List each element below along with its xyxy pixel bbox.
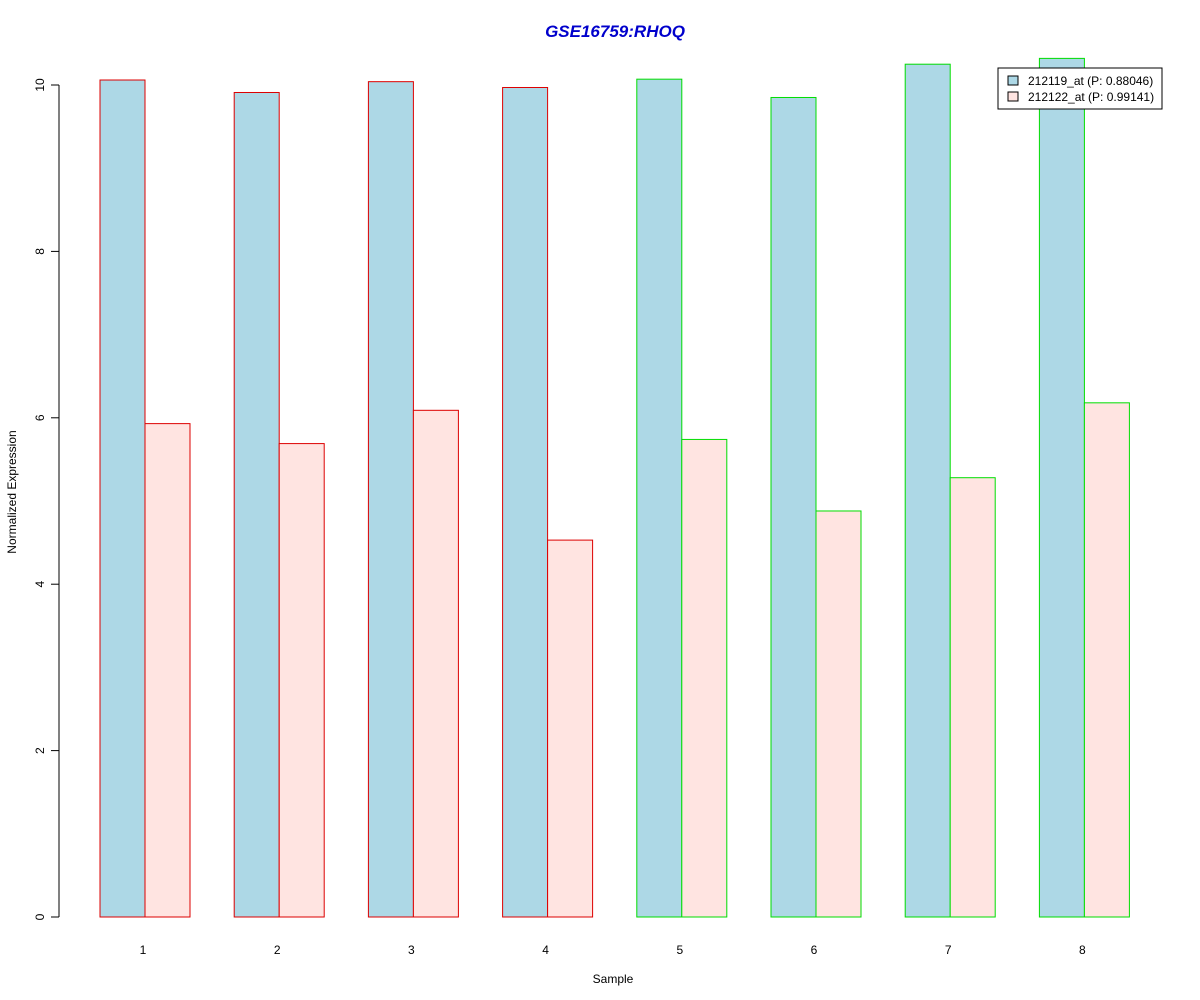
x-tick-label-5: 5 xyxy=(676,943,683,957)
bar-s1-sample-6 xyxy=(770,96,817,918)
x-tick-labels: 1 2 3 4 5 6 7 8 xyxy=(140,943,1086,957)
y-axis: 0 2 4 6 8 10 xyxy=(33,78,60,920)
y-tick-label-8: 8 xyxy=(33,248,47,255)
legend-swatch-2 xyxy=(1007,91,1019,102)
x-tick-label-6: 6 xyxy=(811,943,818,957)
x-tick-label-8: 8 xyxy=(1079,943,1086,957)
x-axis-label: Sample xyxy=(593,972,634,986)
legend-swatch-1 xyxy=(1007,75,1019,86)
bar-s2-sample-5 xyxy=(681,438,728,918)
chart-title: GSE16759:RHOQ xyxy=(545,22,685,41)
bars-group xyxy=(99,57,1130,918)
legend-label-2: 212122_at (P: 0.99141) xyxy=(1028,90,1154,104)
legend-box xyxy=(997,67,1163,110)
x-tick-label-1: 1 xyxy=(140,943,147,957)
y-tick-label-0: 0 xyxy=(33,913,47,920)
legend: 212119_at (P: 0.88046) 212122_at (P: 0.99… xyxy=(997,67,1163,110)
legend-label-1: 212119_at (P: 0.88046) xyxy=(1028,74,1153,88)
bar-s2-sample-7 xyxy=(949,477,996,918)
bar-s1-sample-8 xyxy=(1038,57,1085,918)
x-tick-label-3: 3 xyxy=(408,943,415,957)
bar-s1-sample-2 xyxy=(233,91,280,918)
bar-s1-sample-4 xyxy=(502,86,549,918)
bar-s2-sample-6 xyxy=(815,510,862,918)
bar-s1-sample-7 xyxy=(904,63,951,918)
bar-s1-sample-1 xyxy=(99,79,146,918)
x-tick-label-7: 7 xyxy=(945,943,952,957)
y-tick-label-10: 10 xyxy=(33,78,47,92)
bar-s2-sample-8 xyxy=(1083,402,1130,918)
y-tick-label-6: 6 xyxy=(33,414,47,421)
bar-s1-sample-3 xyxy=(367,81,414,918)
bar-s1-sample-5 xyxy=(636,78,683,918)
y-axis-label: Normalized Expression xyxy=(5,430,19,553)
bar-s2-sample-4 xyxy=(547,539,594,918)
bar-s2-sample-3 xyxy=(412,409,459,918)
y-tick-label-4: 4 xyxy=(33,581,47,588)
y-tick-label-2: 2 xyxy=(33,747,47,754)
x-tick-label-4: 4 xyxy=(542,943,549,957)
x-tick-label-2: 2 xyxy=(274,943,281,957)
bar-s2-sample-2 xyxy=(278,443,325,918)
bar-s2-sample-1 xyxy=(144,423,191,918)
